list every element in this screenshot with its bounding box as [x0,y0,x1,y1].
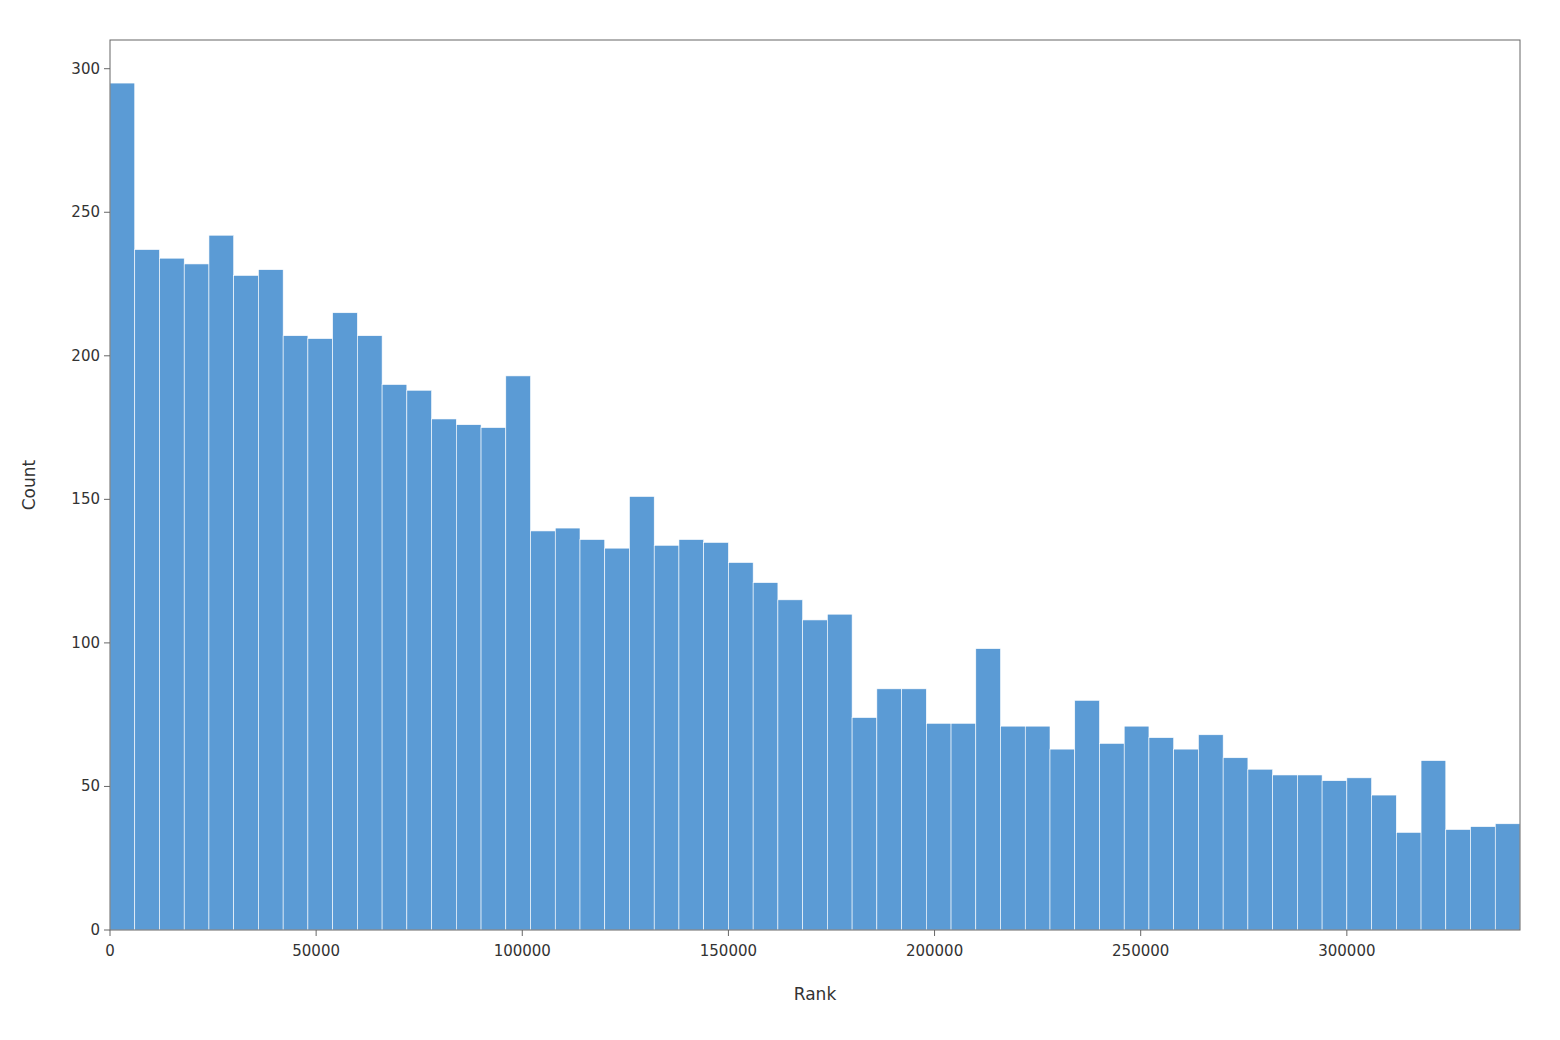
histogram-bar [778,600,803,930]
histogram-bar [951,723,976,930]
histogram-bar [605,548,630,930]
histogram-bar [1396,832,1421,930]
histogram-bar [333,313,358,930]
x-tick [522,930,523,936]
x-tick [1140,930,1141,936]
histogram-bar [1421,761,1446,930]
x-tick [934,930,935,936]
histogram-bar [1174,749,1199,930]
histogram-bar [1198,735,1223,930]
histogram-bar [1471,827,1496,930]
x-tick-label: 0 [105,942,115,960]
y-tick [104,68,110,69]
histogram-bar [654,545,679,930]
y-tick-label: 100 [71,634,100,652]
histogram-bar [481,428,506,930]
x-tick-label: 300000 [1318,942,1375,960]
histogram-bar [1446,830,1471,930]
histogram-bar [555,528,580,930]
histogram-bar [580,540,605,930]
histogram-bar [1322,781,1347,930]
histogram-bar [308,339,333,930]
x-tick-label: 50000 [292,942,340,960]
histogram-bar [1372,795,1397,930]
plot-frame [110,40,1520,930]
histogram-bar [728,563,753,930]
histogram-bar [1297,775,1322,930]
x-axis-label: Rank [794,984,837,1004]
histogram-bar [184,264,209,930]
histogram-bar [1495,824,1520,930]
x-tick-label: 250000 [1112,942,1169,960]
histogram-bar [1248,769,1273,930]
histogram-bar [679,540,704,930]
histogram-bar [506,376,531,930]
histogram-bar [456,425,481,930]
chart: 0 50000 100000 150000 200000 250000 300000 0 50 1… [0,0,1560,1040]
histogram-bar [432,419,457,930]
y-tick [104,355,110,356]
y-tick-label: 150 [71,490,100,508]
x-tick [1346,930,1347,936]
y-tick [104,499,110,500]
x-tick-label: 200000 [906,942,963,960]
histogram-bar [1149,738,1174,930]
histogram-bar [803,620,828,930]
y-tick-label: 0 [90,921,100,939]
x-tick [316,930,317,936]
histogram-bar [357,336,382,930]
histogram-bar [1001,726,1026,930]
y-axis-label: Count [19,459,39,510]
histogram-bar [1099,743,1124,930]
y-tick [104,786,110,787]
histogram-bar [1273,775,1298,930]
y-tick [104,642,110,643]
histogram-bar [902,689,927,930]
histogram-bar [827,614,852,930]
histogram-bar [629,496,654,930]
y-tick [104,930,110,931]
histogram-bar [1124,726,1149,930]
y-tick-label: 200 [71,347,100,365]
histogram-bar [1347,778,1372,930]
y-tick [104,212,110,213]
histogram-bar [976,649,1001,930]
histogram-bar [159,258,184,930]
y-tick-label: 50 [81,777,100,795]
histogram-bar [209,235,234,930]
x-tick-label: 150000 [700,942,757,960]
histogram-bar [283,336,308,930]
histogram-bar [1050,749,1075,930]
y-tick-label: 300 [71,60,100,78]
histogram-bar [382,385,407,930]
histogram-bar [926,723,951,930]
x-tick [728,930,729,936]
histogram-bar [704,542,729,930]
histogram-bar [852,718,877,930]
histogram-bar [1025,726,1050,930]
x-tick [110,930,111,936]
histogram-bar [110,83,135,930]
histogram-bar [877,689,902,930]
histogram-bar [407,390,432,930]
histogram-bar [753,583,778,930]
y-tick-label: 250 [71,203,100,221]
histogram-bar [1223,758,1248,930]
histogram-bar [1075,700,1100,930]
x-tick-label: 100000 [494,942,551,960]
histogram-bar [135,250,160,930]
histogram-bar [531,531,556,930]
histogram-bar [258,270,283,930]
histogram-bar [234,275,259,930]
bars [110,83,1520,930]
